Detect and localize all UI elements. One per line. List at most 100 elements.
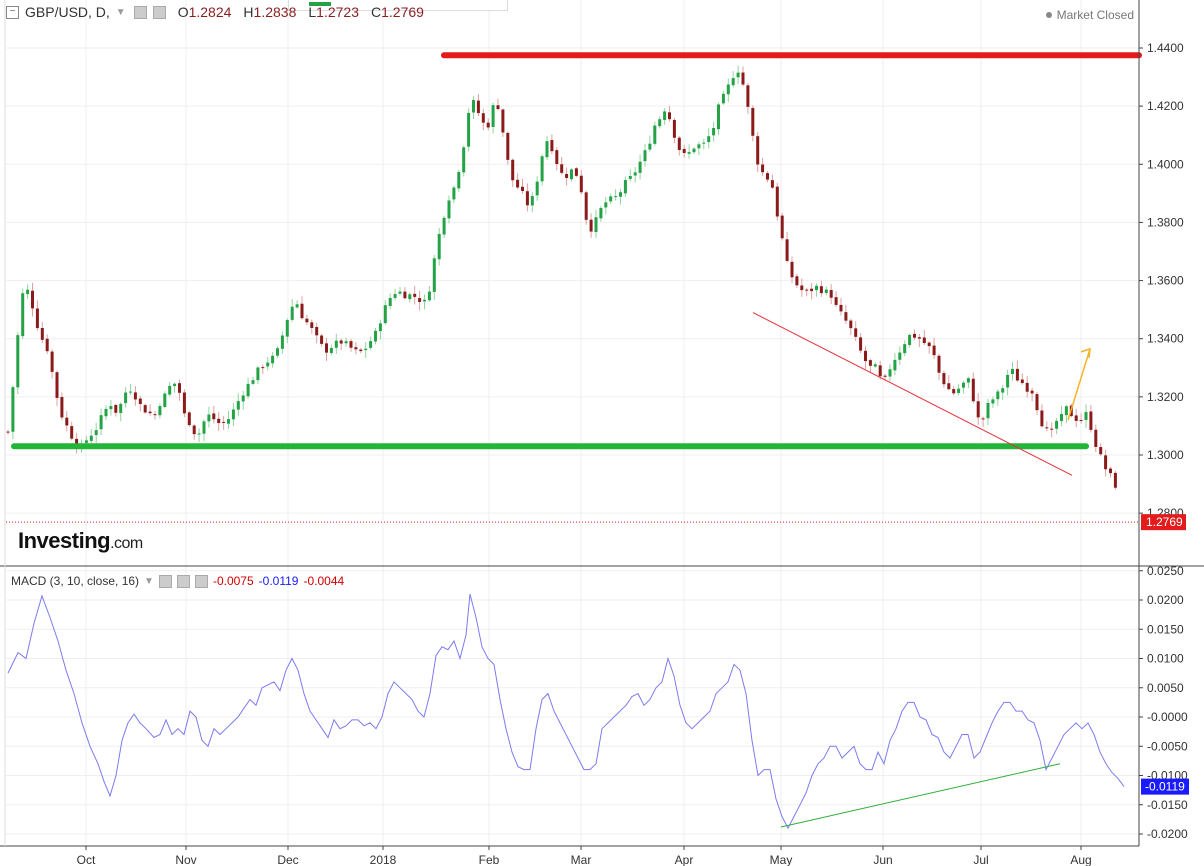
candle-body — [668, 112, 671, 120]
candle-body — [658, 119, 662, 127]
status-dot-icon — [1045, 12, 1052, 18]
candle-body — [780, 215, 784, 239]
macd-y-tick-label: -0.0200 — [1147, 827, 1188, 841]
candle-body — [212, 413, 216, 420]
candle-body — [89, 435, 93, 441]
candle-body — [766, 173, 769, 180]
signal-value: -0.0119 — [258, 574, 299, 588]
candle-body — [545, 141, 549, 158]
collapse-icon[interactable]: − — [6, 5, 19, 19]
candle-body — [202, 421, 206, 434]
candle-body — [947, 383, 951, 390]
candle-body — [981, 418, 985, 420]
candle-body — [94, 430, 98, 436]
candle-body — [770, 180, 774, 188]
candle-body — [310, 322, 314, 329]
candle-body — [976, 401, 980, 418]
candle-body — [579, 175, 583, 193]
candle-body — [99, 415, 103, 430]
candle-body — [834, 297, 838, 305]
x-tick-label: Jun — [873, 853, 892, 866]
candle-body — [1089, 411, 1093, 430]
candle-body — [491, 105, 495, 128]
candle-body — [555, 150, 559, 165]
candle-body — [467, 112, 471, 147]
candle-body — [574, 168, 578, 176]
candle-body — [731, 78, 735, 86]
candle-body — [677, 137, 681, 150]
candle-body — [614, 196, 618, 198]
candle-body — [1060, 413, 1063, 422]
high-label: H — [243, 4, 254, 20]
candle-body — [329, 348, 333, 353]
candle-body — [246, 383, 250, 397]
candle-body — [1064, 406, 1068, 416]
x-tick-label: Feb — [479, 853, 500, 866]
gear-icon[interactable] — [152, 5, 166, 19]
chevron-down-icon[interactable]: ▼ — [115, 6, 126, 18]
candle-body — [1006, 374, 1010, 388]
candle-body — [565, 173, 569, 178]
current-price-marker — [1141, 514, 1186, 531]
candle-body — [1113, 472, 1117, 488]
macd-y-tick-label: 0.0050 — [1147, 681, 1184, 695]
toolbar-widget-tab[interactable] — [309, 2, 331, 6]
candle-body — [119, 403, 123, 413]
macd-rising-trendline — [780, 763, 1061, 828]
candle-body — [570, 169, 573, 180]
candle-body — [1001, 388, 1005, 393]
candle-body — [506, 132, 510, 160]
candle-body — [868, 360, 872, 366]
y-tick-label: 1.3800 — [1147, 215, 1184, 229]
low-value: 1.2723 — [316, 4, 359, 20]
y-tick-label: 1.3600 — [1147, 274, 1184, 288]
candle-body — [457, 171, 461, 189]
x-tick-label: Jul — [973, 853, 988, 866]
candle-body — [1055, 420, 1059, 429]
candle-body — [222, 421, 226, 423]
candle-body — [21, 293, 25, 337]
candle-body — [795, 276, 799, 286]
candle-body — [962, 382, 965, 388]
eye-icon[interactable] — [133, 5, 147, 19]
candle-body — [1030, 390, 1034, 394]
candle-body — [878, 365, 882, 377]
candle-body — [133, 392, 137, 400]
eye-icon[interactable] — [158, 574, 172, 588]
candle-body — [178, 383, 181, 393]
candle-body — [888, 369, 892, 377]
macd-y-tick-label: -0.0050 — [1147, 739, 1188, 753]
close-icon[interactable] — [194, 574, 208, 588]
candle-body — [996, 391, 1000, 400]
candle-body — [476, 100, 480, 114]
chevron-down-icon[interactable]: ▼ — [144, 575, 154, 587]
candle-body — [1084, 412, 1088, 420]
candle-body — [785, 239, 789, 261]
candle-body — [163, 393, 167, 407]
candle-body — [761, 164, 765, 173]
candle-body — [702, 142, 706, 144]
candle-body — [873, 364, 877, 367]
market-status-text: Market Closed — [1056, 8, 1134, 22]
y-tick-label: 1.3000 — [1147, 448, 1184, 462]
candle-body — [849, 320, 853, 329]
candle-body — [217, 418, 221, 424]
candle-body — [1050, 428, 1054, 430]
macd-y-tick-label: 0.0100 — [1147, 652, 1184, 666]
candle-body — [305, 318, 309, 323]
toolbar-widget[interactable] — [288, 0, 508, 11]
candle-body — [31, 290, 34, 309]
candle-body — [864, 350, 867, 362]
x-tick-label: Apr — [675, 853, 694, 866]
candle-body — [883, 375, 887, 377]
gear-icon[interactable] — [176, 574, 190, 588]
candle-body — [369, 341, 373, 348]
candle-body — [913, 333, 916, 338]
candle-body — [158, 406, 162, 416]
candle-body — [819, 286, 823, 294]
candle-body — [633, 172, 637, 176]
logo-suffix: .com — [110, 535, 143, 552]
candle-body — [540, 156, 544, 182]
candle-body — [442, 217, 446, 235]
candle-body — [535, 181, 539, 196]
